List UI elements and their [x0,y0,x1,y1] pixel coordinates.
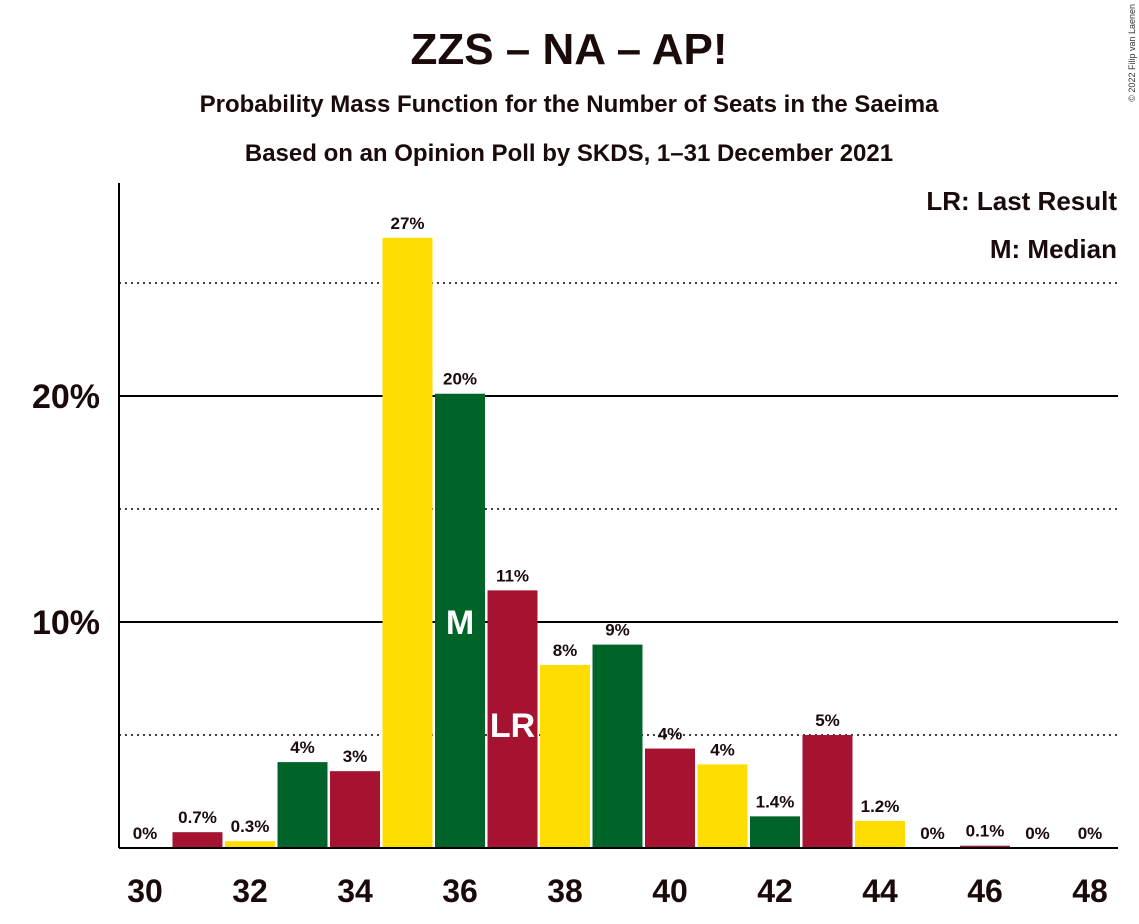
bar-seats-34 [330,771,380,848]
x-tick-label: 34 [337,873,373,909]
bar-seats-31 [172,832,223,848]
bar-seats-40 [645,748,695,848]
bar-seats-33 [277,762,328,848]
y-tick-label: 20% [32,378,100,416]
x-tick-label: 32 [232,873,268,909]
x-tick-label: 46 [967,873,1003,909]
bar-label-seats-35: 27% [390,214,424,233]
x-tick-label: 30 [127,873,163,909]
last-result-marker: LR [490,707,535,745]
bar-seats-32 [225,841,275,848]
bar-labels: 0% 0.7% 0.3% 4% 3% 27% 20% 11% 8% 9% 4% 4% 1.4% 5% 1.2… [133,214,1103,843]
x-tick-label: 36 [442,873,478,909]
bar-seats-37 [487,590,538,848]
x-tick-label: 40 [652,873,688,909]
bar-seats-43 [802,735,853,848]
bar-label-seats-31: 0.7% [178,808,217,827]
bar-label-seats-47: 0% [1025,824,1050,843]
bar-seats-44 [855,820,905,848]
bar-seats-41 [697,764,748,848]
bar-label-seats-36: 20% [443,370,477,389]
bar-label-seats-42: 1.4% [756,792,795,811]
x-tick-label: 48 [1072,873,1108,909]
bar-label-seats-30: 0% [133,824,158,843]
bar-label-seats-33: 4% [290,738,315,757]
bar-label-seats-34: 3% [343,747,368,766]
bar-label-seats-41: 4% [710,740,735,759]
x-tick-label: 44 [862,873,898,909]
bar-label-seats-37: 11% [496,566,529,585]
bar-seats-39 [592,644,643,848]
chart-subtitle-1: Probability Mass Function for the Number… [200,91,939,118]
legend-last-result: LR: Last Result [926,186,1117,216]
bar-seats-46 [960,845,1010,848]
bar-label-seats-38: 8% [553,641,578,660]
bars [172,237,1010,849]
bar-label-seats-39: 9% [605,621,630,640]
x-tick-label: 38 [547,873,583,909]
bar-label-seats-45: 0% [920,824,945,843]
bar-seats-35 [382,237,433,849]
y-tick-labels: 10% 20% [32,378,100,642]
in-bar-labels: M LR [446,604,535,745]
y-tick-label: 10% [32,604,100,642]
bar-label-seats-43: 5% [815,711,840,730]
x-tick-label: 42 [757,873,793,909]
bar-seats-42 [750,816,800,848]
chart-title: ZZS – NA – AP! [410,25,727,74]
bar-label-seats-44: 1.2% [861,797,900,816]
bar-label-seats-48: 0% [1078,824,1103,843]
bar-label-seats-40: 4% [658,725,683,744]
bar-seats-36 [435,393,485,848]
median-marker: M [446,604,474,642]
legend-median: M: Median [990,234,1117,264]
chart-subtitle-2: Based on an Opinion Poll by SKDS, 1–31 D… [245,140,893,167]
bar-label-seats-32: 0.3% [231,817,270,836]
bar-seats-38 [540,664,590,848]
copyright-notice: © 2022 Filip van Laenen [1127,4,1137,102]
bar-label-seats-46: 0.1% [966,822,1005,841]
x-tick-labels: 30 32 34 36 38 40 42 44 46 48 [127,873,1108,909]
